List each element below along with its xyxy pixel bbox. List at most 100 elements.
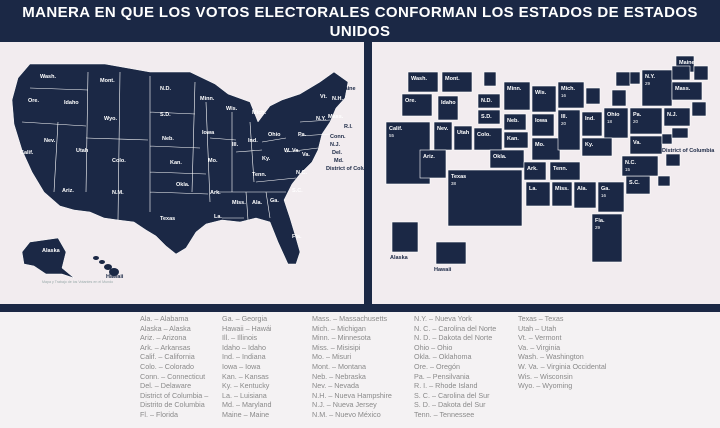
legend-entry: Vt. – Vermont	[518, 333, 562, 343]
cartogram-label-la: La.	[529, 186, 537, 192]
cartogram-label-alaska: Alaska	[390, 255, 409, 261]
state-label-iowa: Iowa	[202, 130, 215, 136]
cartogram-block-hawaii	[435, 241, 467, 265]
legend-entry: Okla. – Oklahoma	[414, 352, 472, 362]
state-label-nev: Nev.	[44, 138, 56, 144]
cartogram-block-small-state	[671, 65, 691, 81]
legend-entry: Va. – Virginia	[518, 342, 561, 352]
electoral-votes-mich: 16	[561, 93, 567, 98]
state-label-colo: Colo.	[112, 158, 126, 164]
cartogram-block-miss	[551, 181, 573, 207]
electoral-votes-n-y: 29	[645, 81, 651, 86]
cartogram-block-district-of-columbia	[661, 133, 673, 145]
legend-entry: S. D. – Dakota del Sur	[414, 400, 486, 410]
cartogram-label-hawaii: Hawaii	[434, 267, 452, 273]
cartogram-label-maine: Maine	[679, 60, 695, 66]
cartogram-block-n-j	[663, 107, 691, 127]
cartogram-label-pa: Pa.	[633, 112, 642, 118]
state-label-fla: Fla.	[292, 234, 302, 240]
legend-entry: Iowa – Iowa	[222, 361, 261, 371]
state-label-district-of-columbia: District of Columbia	[326, 166, 364, 172]
state-label-ark: Ark.	[210, 190, 221, 196]
legend-entry: Ore. – Oregón	[414, 361, 460, 371]
cartogram-block-ohio	[603, 107, 629, 139]
cartogram-block-small-state	[657, 175, 671, 187]
cartogram-label-utah: Utah	[457, 130, 470, 136]
state-label-ore: Ore.	[28, 98, 39, 104]
hawaii-shape	[93, 256, 119, 276]
cartogram-block-neb	[503, 113, 527, 131]
legend-entry: Nev. – Nevada	[312, 381, 360, 391]
page-title: MANERA EN QUE LOS VOTOS ELECTORALES CONF…	[22, 4, 698, 40]
cartogram-block-ill	[557, 109, 581, 151]
map-credit: Mapa y Trabajo de los Votantes en el Mun…	[42, 280, 114, 284]
cartogram-label-ark: Ark.	[527, 166, 538, 172]
cartogram-label-mich: Mich.	[561, 86, 576, 92]
state-label-n-y: N.Y.	[316, 116, 327, 122]
electoral-votes-fla: 29	[595, 225, 601, 230]
state-label-n-j: N.J.	[330, 142, 341, 148]
cartogram-label-ala: Ala.	[577, 186, 588, 192]
legend-column: Ga. – Georgia Hawaii – Hawái Ill. – Illino…	[222, 314, 272, 420]
state-label-mass: Mass.	[328, 114, 344, 120]
cartogram-label-mo: Mo.	[535, 142, 545, 148]
state-label-ky: Ky.	[262, 156, 271, 162]
legend-entry: N. C. – Carolina del Norte	[414, 323, 497, 333]
legend-entry: Fl. – Florida	[140, 409, 178, 419]
state-label-w-va: W. Va.	[284, 148, 300, 154]
cartogram-panel: Wash. Ore. Calif. 55 Nev. Idaho Mont. Utah Ariz.…	[372, 42, 720, 304]
legend-column: N.Y. – Nueva York N. C. – Carolina del No…	[414, 314, 496, 420]
cartogram-label-ohio: Ohio	[607, 112, 620, 118]
cartogram-label-iowa: Iowa	[535, 118, 548, 124]
geographic-map-panel: Wash. Ore. Calif. Nev. Idaho Mont. Wyo. Utah Ari…	[0, 42, 364, 304]
electoral-votes-ill: 20	[561, 121, 567, 126]
state-label-r-i: R.I.	[344, 124, 353, 130]
cartogram-block-kan	[503, 131, 529, 149]
alaska-shape	[21, 237, 75, 279]
state-label-n-c: N.C.	[296, 170, 307, 176]
cartogram-block-ariz	[419, 149, 447, 179]
cartogram-label-n-y: N.Y.	[645, 74, 656, 80]
legend-entry: Pa. – Pensilvania	[414, 371, 470, 381]
state-label-wyo: Wyo.	[104, 116, 118, 122]
state-label-mont: Mont.	[100, 78, 115, 84]
state-borders	[21, 71, 331, 221]
cartogram-label-mont: Mont.	[445, 76, 460, 82]
state-label-miss: Miss.	[232, 200, 246, 206]
state-label-kan: Kan.	[170, 160, 182, 166]
state-label-vt: Vt.	[320, 94, 328, 100]
legend-entry: Ga. – Georgia	[222, 314, 268, 323]
state-label-idaho: Idaho	[64, 100, 79, 106]
cartogram-block-idaho	[437, 95, 459, 121]
cartogram-label-n-c: N.C.	[625, 160, 636, 166]
legend-entry: Ill. – Illinois	[222, 333, 258, 343]
state-label-s-c: S.C.	[292, 188, 303, 194]
cartogram-label-idaho: Idaho	[441, 100, 456, 106]
legend-entry: Utah – Utah	[518, 323, 557, 333]
legend-entry: N. D. – Dakota del Norte	[414, 333, 493, 343]
legend-entry: N.Y. – Nueva York	[414, 314, 472, 323]
legend-entry: Neb. – Nebraska	[312, 371, 366, 381]
legend-entry: Wash. – Washington	[518, 352, 584, 362]
cartogram-block-ark	[523, 161, 547, 181]
state-label-okla: Okla.	[176, 182, 190, 188]
legend-entry: Mo. – Misuri	[312, 352, 352, 362]
state-label-mo: Mo.	[208, 158, 218, 164]
cartogram-block-va	[629, 135, 663, 155]
legend-entry: Wis. – Wisconsin	[518, 371, 573, 381]
electoral-votes-calif: 55	[389, 133, 395, 138]
cartogram-label-nev: Nev.	[437, 126, 449, 132]
electoral-votes-texas: 38	[451, 181, 457, 186]
legend-entry: Ind. – Indiana	[222, 352, 266, 362]
cartogram-label-ore: Ore.	[405, 98, 416, 104]
cartogram-block-iowa	[531, 113, 555, 137]
legend-entry: Conn. – Connecticut	[140, 371, 206, 381]
state-label-ind: Ind.	[248, 138, 258, 144]
cartogram-label-tenn: Tenn.	[553, 166, 568, 172]
legend-entry: Ariz. – Arizona	[140, 333, 187, 343]
legend-entry: Idaho – Idaho	[222, 342, 266, 352]
state-label-mich: Mich.	[252, 110, 267, 116]
legend-entry: Alaska – Alaska	[140, 323, 191, 333]
state-label-hawaii: Hawaii	[106, 274, 124, 280]
cartogram-block-small-state	[665, 153, 681, 167]
